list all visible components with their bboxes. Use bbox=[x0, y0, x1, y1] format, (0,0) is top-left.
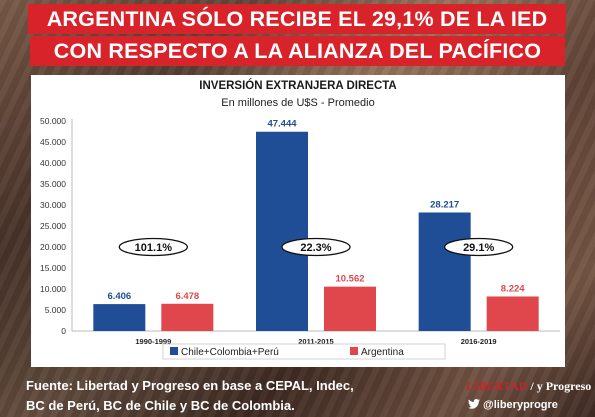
bar-argentina bbox=[161, 303, 214, 331]
bar-argentina bbox=[486, 296, 539, 331]
y-tick-label: 10.000 bbox=[40, 284, 66, 294]
chart-title: INVERSIÓN EXTRANJERA DIRECTA bbox=[199, 80, 397, 92]
source-line-2: BC de Perú, BC de Chile y BC de Colombia… bbox=[26, 398, 295, 413]
ratio-ellipse bbox=[281, 237, 351, 257]
headline-line-2: CON RESPECTO A LA ALIANZA DEL PACÍFICO bbox=[30, 36, 565, 66]
y-tick-label: 20.000 bbox=[40, 242, 66, 252]
y-tick-label: 0 bbox=[61, 326, 66, 336]
twitter-handle-text: @liberyprogre bbox=[483, 399, 558, 411]
y-tick-label: 30.000 bbox=[40, 200, 66, 210]
y-tick-label: 45.000 bbox=[40, 137, 66, 147]
brand-logo: LIBERTAD / y Progreso bbox=[466, 379, 591, 394]
y-tick-label: 25.000 bbox=[40, 221, 66, 231]
ratio-label: 101.1% bbox=[135, 242, 173, 254]
data-label: 6.406 bbox=[107, 291, 131, 302]
ratio-ellipse bbox=[444, 237, 514, 257]
source-line-1: Fuente: Libertad y Progreso en base a CE… bbox=[26, 378, 354, 393]
x-tick-label: 2016-2019 bbox=[461, 337, 497, 346]
data-label: 6.478 bbox=[175, 291, 199, 302]
legend-label: Argentina bbox=[361, 347, 404, 358]
y-tick-label: 40.000 bbox=[40, 158, 66, 168]
data-label: 8.224 bbox=[501, 283, 525, 294]
twitter-handle[interactable]: @liberyprogre bbox=[468, 399, 558, 411]
legend-label: Chile+Colombia+Perú bbox=[181, 347, 279, 358]
legend-swatch bbox=[170, 347, 178, 355]
data-label: 10.562 bbox=[335, 274, 364, 285]
chart-subtitle: En millones de U$S - Promedio bbox=[221, 97, 375, 109]
bar-alianza bbox=[93, 304, 146, 331]
data-label: 28.217 bbox=[430, 199, 459, 210]
y-tick-label: 35.000 bbox=[40, 179, 66, 189]
ratio-ellipse bbox=[118, 237, 188, 257]
y-tick-label: 5.000 bbox=[45, 305, 67, 315]
bar-alianza bbox=[256, 131, 308, 331]
y-tick-label: 15.000 bbox=[40, 263, 66, 273]
ratio-label: 22.3% bbox=[300, 242, 331, 254]
headline-line-1: ARGENTINA SÓLO RECIBE EL 29,1% DE LA IED bbox=[28, 4, 566, 34]
y-tick-label: 50.000 bbox=[40, 116, 66, 126]
ratio-label: 29.1% bbox=[463, 242, 494, 254]
logo-divider: / bbox=[527, 379, 537, 393]
legend-box bbox=[162, 343, 446, 360]
x-tick-label: 2011-2015 bbox=[298, 337, 333, 346]
bar-alianza bbox=[418, 212, 471, 331]
x-tick-label: 1990-1999 bbox=[135, 337, 171, 346]
twitter-bird-icon bbox=[468, 399, 480, 409]
logo-text-2: y Progreso bbox=[536, 379, 592, 393]
data-label: 47.444 bbox=[267, 119, 297, 130]
bar-argentina bbox=[324, 286, 376, 331]
legend-swatch bbox=[350, 347, 358, 355]
logo-text-1: LIBERTAD bbox=[466, 379, 528, 393]
